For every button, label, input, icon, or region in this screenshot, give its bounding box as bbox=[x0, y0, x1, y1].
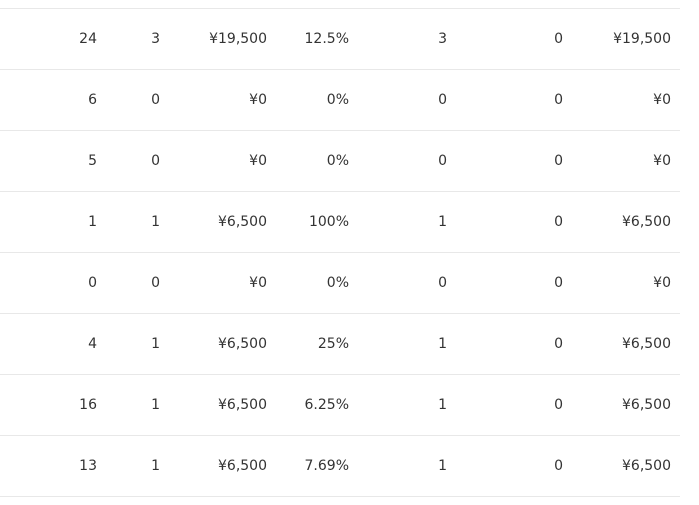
count-cell: 0 bbox=[554, 153, 563, 169]
count-cell: 0 bbox=[438, 275, 447, 291]
count-cell: 24 bbox=[79, 31, 97, 47]
amount-cell: ¥6,500 bbox=[622, 397, 671, 413]
row-divider bbox=[0, 69, 680, 70]
rate-cell: 7.69% bbox=[304, 458, 349, 474]
count-cell: 1 bbox=[438, 458, 447, 474]
amount-cell: ¥0 bbox=[249, 153, 267, 169]
row-divider bbox=[0, 496, 680, 497]
count-cell: 0 bbox=[554, 214, 563, 230]
count-cell: 1 bbox=[438, 214, 447, 230]
rate-cell: 100% bbox=[308, 214, 349, 230]
count-cell: 1 bbox=[151, 397, 160, 413]
rate-cell: 25% bbox=[317, 336, 349, 352]
rate-cell: 0% bbox=[326, 92, 349, 108]
row-divider bbox=[0, 435, 680, 436]
amount-cell: ¥19,500 bbox=[613, 31, 671, 47]
count-cell: 0 bbox=[554, 458, 563, 474]
count-cell: 0 bbox=[554, 397, 563, 413]
row-divider bbox=[0, 130, 680, 131]
count-cell: 6 bbox=[88, 92, 97, 108]
count-cell: 0 bbox=[438, 92, 447, 108]
rate-cell: 12.5% bbox=[304, 31, 349, 47]
amount-cell: ¥0 bbox=[249, 275, 267, 291]
count-cell: 0 bbox=[151, 153, 160, 169]
amount-cell: ¥6,500 bbox=[218, 336, 267, 352]
count-cell: 0 bbox=[438, 153, 447, 169]
amount-cell: ¥0 bbox=[653, 275, 671, 291]
count-cell: 0 bbox=[88, 275, 97, 291]
count-cell: 0 bbox=[151, 275, 160, 291]
row-divider bbox=[0, 8, 680, 9]
row-divider bbox=[0, 313, 680, 314]
amount-cell: ¥6,500 bbox=[218, 214, 267, 230]
count-cell: 13 bbox=[79, 458, 97, 474]
amount-cell: ¥6,500 bbox=[218, 458, 267, 474]
amount-cell: ¥6,500 bbox=[622, 214, 671, 230]
count-cell: 1 bbox=[438, 397, 447, 413]
count-cell: 0 bbox=[554, 92, 563, 108]
count-cell: 0 bbox=[554, 336, 563, 352]
amount-cell: ¥6,500 bbox=[622, 458, 671, 474]
count-cell: 3 bbox=[438, 31, 447, 47]
rate-cell: 6.25% bbox=[304, 397, 349, 413]
amount-cell: ¥0 bbox=[653, 92, 671, 108]
amount-cell: ¥19,500 bbox=[209, 31, 267, 47]
amount-cell: ¥0 bbox=[653, 153, 671, 169]
count-cell: 0 bbox=[554, 275, 563, 291]
amount-cell: ¥0 bbox=[249, 92, 267, 108]
row-divider bbox=[0, 252, 680, 253]
count-cell: 0 bbox=[151, 92, 160, 108]
count-cell: 1 bbox=[438, 336, 447, 352]
count-cell: 1 bbox=[151, 336, 160, 352]
count-cell: 0 bbox=[554, 31, 563, 47]
count-cell: 4 bbox=[88, 336, 97, 352]
amount-cell: ¥6,500 bbox=[622, 336, 671, 352]
row-divider bbox=[0, 191, 680, 192]
amount-cell: ¥6,500 bbox=[218, 397, 267, 413]
count-cell: 1 bbox=[151, 458, 160, 474]
count-cell: 3 bbox=[151, 31, 160, 47]
count-cell: 1 bbox=[88, 214, 97, 230]
count-cell: 16 bbox=[79, 397, 97, 413]
count-cell: 5 bbox=[88, 153, 97, 169]
rate-cell: 0% bbox=[326, 153, 349, 169]
row-divider bbox=[0, 374, 680, 375]
count-cell: 1 bbox=[151, 214, 160, 230]
rate-cell: 0% bbox=[326, 275, 349, 291]
